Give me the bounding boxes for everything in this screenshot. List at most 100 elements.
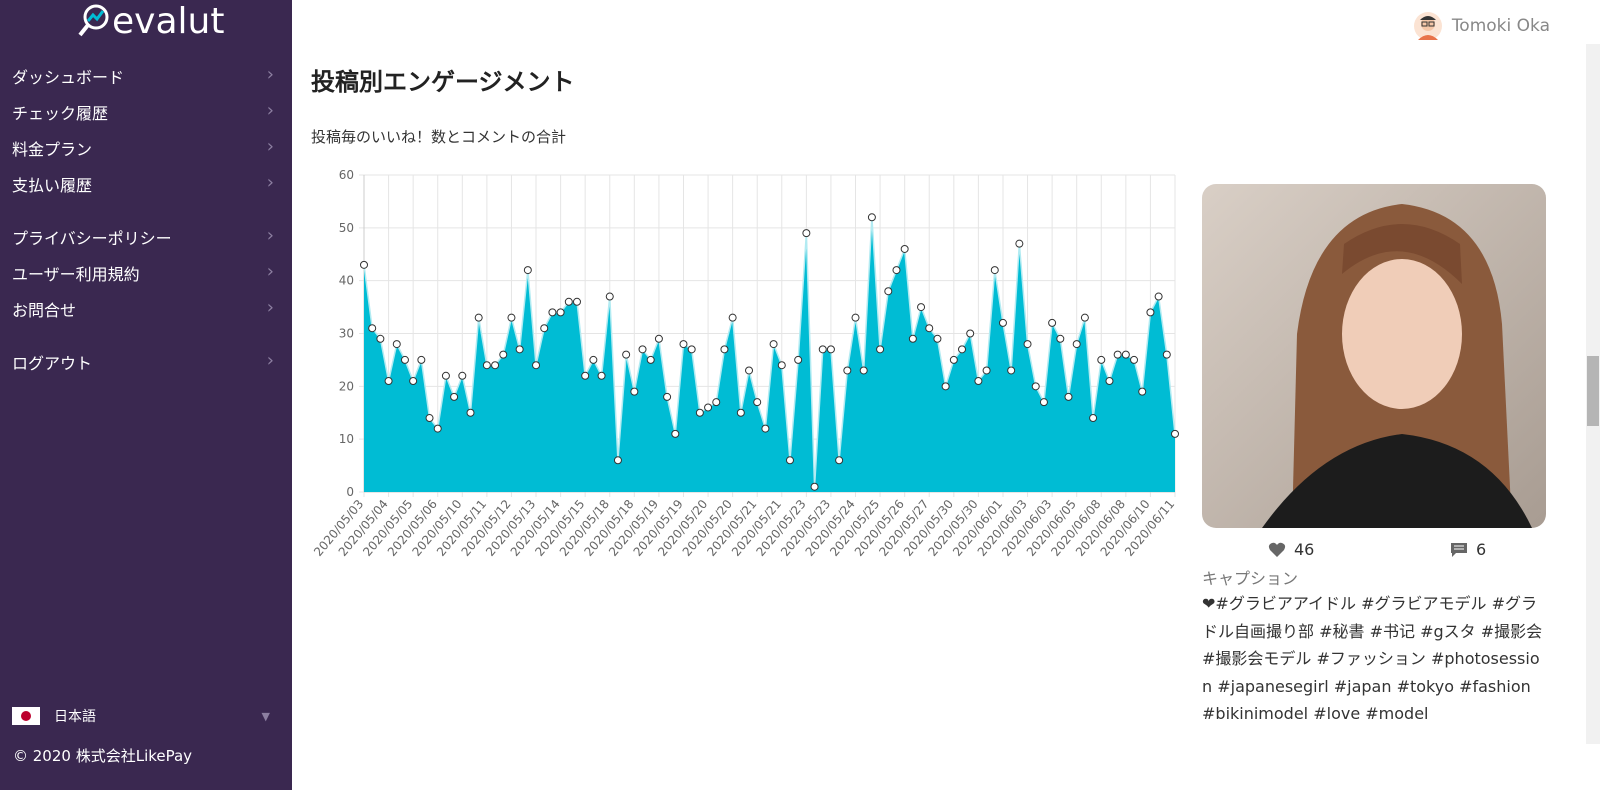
point (720, 345, 729, 354)
point (1039, 398, 1048, 407)
point (687, 345, 696, 354)
point (712, 398, 721, 407)
point (736, 408, 745, 417)
menu-item[interactable]: プライバシーポリシー › (12, 225, 274, 249)
menu-item[interactable]: 料金プラン › (12, 136, 274, 160)
menu-item[interactable]: ユーザー利用規約 › (12, 261, 274, 285)
point (810, 482, 819, 491)
point (630, 387, 639, 396)
point (360, 260, 368, 269)
point (1080, 313, 1089, 322)
point (745, 366, 754, 375)
chevron: › (266, 350, 274, 371)
point (1113, 350, 1122, 359)
point (917, 303, 926, 312)
point (974, 377, 983, 386)
point (499, 350, 508, 359)
post-image[interactable] (1202, 184, 1546, 528)
point (802, 229, 811, 238)
line (363, 217, 1176, 487)
point (908, 334, 917, 343)
point (900, 244, 909, 253)
point (663, 392, 672, 401)
point (392, 340, 401, 349)
chevron: › (266, 136, 274, 157)
menu-item[interactable]: お問合せ › (12, 297, 274, 321)
language-select[interactable]: 日本語 ▼ (12, 706, 270, 726)
point (671, 429, 680, 438)
point (843, 366, 852, 375)
page-title: 投稿別エンゲージメント (311, 68, 575, 96)
comments: 6 (1450, 540, 1486, 559)
scrollbar[interactable] (1586, 44, 1600, 744)
point (990, 266, 999, 275)
point (589, 355, 598, 364)
chart-subtitle: 投稿毎のいいね！数とコメントの合計 (311, 128, 567, 146)
point (998, 318, 1007, 327)
point (491, 361, 500, 370)
point (966, 329, 975, 338)
scroll-thumb[interactable] (1587, 356, 1599, 426)
point (1154, 292, 1163, 301)
point (1064, 392, 1073, 401)
point (982, 366, 991, 375)
dropdown-arrow: ▼ (261, 709, 270, 723)
point (753, 398, 762, 407)
point (867, 213, 876, 222)
point (482, 361, 491, 370)
avatar (1413, 12, 1442, 40)
menu-item[interactable]: チェック履歴 › (12, 100, 274, 124)
comment-icon (1451, 542, 1467, 557)
point (1089, 414, 1098, 423)
y-tick-label: 10 (339, 432, 354, 446)
logo-icon (78, 4, 109, 37)
point (704, 403, 713, 412)
point (458, 371, 467, 380)
caption: ❤#グラビアアイドル #グラビアモデル #グラドル自画撮り部 #秘書 #书记 #… (1202, 594, 1543, 723)
point (622, 350, 631, 359)
point (450, 392, 459, 401)
logo[interactable]: evalut (78, 0, 224, 44)
point (638, 345, 647, 354)
menu-item[interactable]: ダッシュボード › (12, 64, 274, 88)
menu-label: お問合せ (12, 301, 77, 320)
point (1105, 377, 1114, 386)
point (728, 313, 737, 322)
point (826, 345, 835, 354)
point (949, 355, 958, 364)
point (876, 345, 885, 354)
point (417, 355, 426, 364)
point (818, 345, 827, 354)
point (1130, 355, 1139, 364)
user-menu[interactable]: Tomoki Oka (1413, 12, 1550, 40)
point (654, 334, 663, 343)
point (1138, 387, 1147, 396)
point (523, 266, 532, 275)
point (507, 313, 516, 322)
point (376, 334, 385, 343)
language: 日本語 (54, 709, 96, 725)
point (785, 456, 794, 465)
point (892, 266, 901, 275)
menu-label: プライバシーポリシー (12, 229, 172, 248)
menu-item[interactable]: 支払い履歴 › (12, 172, 274, 196)
comments-count: 6 (1476, 540, 1487, 559)
point (433, 424, 442, 433)
point (941, 382, 950, 391)
chevron: › (266, 100, 274, 121)
menu-item[interactable]: ログアウト › (12, 350, 274, 374)
menu-label: ログアウト (12, 354, 93, 373)
point (1048, 318, 1057, 327)
likes-count: 46 (1294, 540, 1315, 559)
point (695, 408, 704, 417)
point (835, 456, 844, 465)
point (548, 308, 557, 317)
point (597, 371, 606, 380)
point (474, 313, 483, 322)
chevron: › (266, 297, 274, 318)
point (679, 340, 688, 349)
chevron: › (266, 64, 274, 85)
y-tick-label: 40 (339, 274, 354, 288)
chevron: › (266, 225, 274, 246)
point (515, 345, 524, 354)
